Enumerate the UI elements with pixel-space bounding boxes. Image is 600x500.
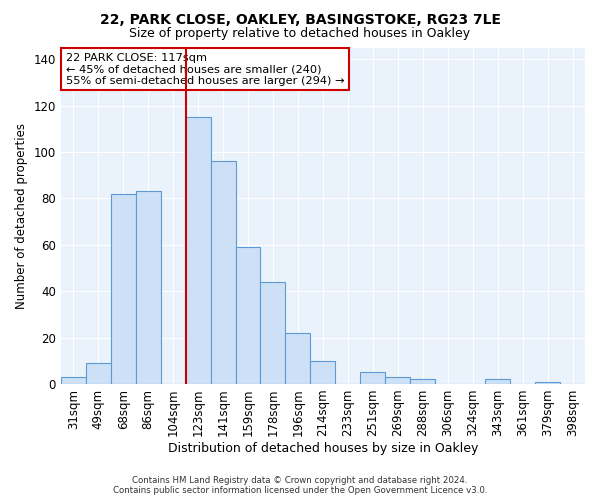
Bar xyxy=(236,247,260,384)
Bar xyxy=(385,377,410,384)
Bar xyxy=(485,380,510,384)
Text: 22 PARK CLOSE: 117sqm
← 45% of detached houses are smaller (240)
55% of semi-det: 22 PARK CLOSE: 117sqm ← 45% of detached … xyxy=(66,52,344,86)
Bar xyxy=(86,363,111,384)
Bar xyxy=(286,333,310,384)
Y-axis label: Number of detached properties: Number of detached properties xyxy=(15,122,28,308)
Bar xyxy=(310,361,335,384)
Bar xyxy=(211,161,236,384)
Bar xyxy=(260,282,286,384)
Bar xyxy=(111,194,136,384)
Bar xyxy=(361,372,385,384)
Bar xyxy=(61,377,86,384)
X-axis label: Distribution of detached houses by size in Oakley: Distribution of detached houses by size … xyxy=(168,442,478,455)
Bar xyxy=(136,192,161,384)
Bar xyxy=(535,382,560,384)
Bar xyxy=(185,117,211,384)
Text: 22, PARK CLOSE, OAKLEY, BASINGSTOKE, RG23 7LE: 22, PARK CLOSE, OAKLEY, BASINGSTOKE, RG2… xyxy=(100,12,500,26)
Text: Contains HM Land Registry data © Crown copyright and database right 2024.
Contai: Contains HM Land Registry data © Crown c… xyxy=(113,476,487,495)
Bar xyxy=(410,380,435,384)
Text: Size of property relative to detached houses in Oakley: Size of property relative to detached ho… xyxy=(130,28,470,40)
